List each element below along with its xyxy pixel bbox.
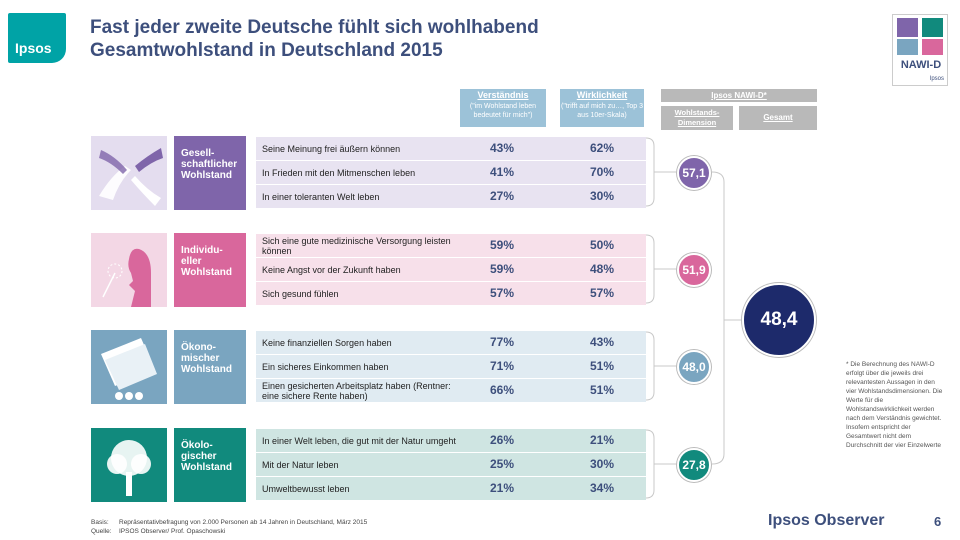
table-row: Umweltbewusst leben 21% 34% (256, 477, 646, 501)
table-row: Sich gesund fühlen 57% 57% (256, 282, 646, 306)
table-row: Seine Meinung frei äußern können 43% 62% (256, 137, 646, 161)
header-ipsos-nawi: Ipsos NAWI-D* (661, 89, 817, 102)
header-wirklichkeit: Wirklichkeit ("trifft auf mich zu…, Top … (560, 89, 644, 127)
nawi-logo: NAWI-D Ipsos (892, 14, 948, 86)
category-label: Ökolo- gischer Wohlstand (174, 428, 246, 502)
table-row: Sich eine gute medizinische Versorgung l… (256, 234, 646, 258)
illustration-money (91, 330, 167, 404)
title-line-1: Fast jeder zweite Deutsche fühlt sich wo… (90, 17, 539, 38)
dandelion-woman-icon (102, 248, 151, 307)
footnote: * Die Berechnung des NAWI-D erfolgt über… (846, 361, 943, 449)
score-gesellschaftlich: 57,1 (677, 156, 711, 190)
illustration-hands (91, 136, 167, 210)
table-row: Ein sicheres Einkommen haben 71% 51% (256, 355, 646, 379)
table-row: In einer Welt leben, die gut mit der Nat… (256, 429, 646, 453)
bracket-line (711, 171, 725, 465)
header-dimension: Wohlstands-Dimension (661, 106, 733, 130)
table-row: Keine Angst vor der Zukunft haben 59% 48% (256, 258, 646, 282)
table-row: Keine finanziellen Sorgen haben 77% 43% (256, 331, 646, 355)
title-line-2: Gesamtwohlstand in Deutschland 2015 (90, 40, 443, 61)
illustration-tree (91, 428, 167, 502)
score-individuell: 51,9 (677, 253, 711, 287)
hands-icon (99, 148, 163, 206)
table-row: Einen gesicherten Arbeitsplatz haben (Re… (256, 379, 646, 403)
table-row: In einer toleranten Welt leben 27% 30% (256, 185, 646, 209)
illustration-woman (91, 233, 167, 307)
table-row: Mit der Natur leben 25% 30% (256, 453, 646, 477)
bracket-line (645, 429, 655, 499)
page-number: 6 (934, 514, 942, 529)
ipsos-logo: Ipsos (8, 13, 66, 63)
score-oekonomisch: 48,0 (677, 350, 711, 384)
brand-label: Ipsos Observer (768, 512, 885, 529)
bracket-line (645, 331, 655, 401)
tree-icon (107, 440, 151, 496)
category-label: Ökono- mischer Wohlstand (174, 330, 246, 404)
banknotes-icon (101, 338, 157, 400)
footer-source: Basis: Repräsentativbefragung von 2.000 P… (91, 519, 368, 535)
table-row: In Frieden mit den Mitmenschen leben 41% 7… (256, 161, 646, 185)
category-label: Individu- eller Wohlstand (174, 233, 246, 307)
header-gesamt: Gesamt (739, 106, 817, 130)
bracket-line (645, 137, 655, 207)
header-verstaendnis: Verständnis ("im Wohlstand leben bedeute… (460, 89, 546, 127)
score-oekologisch: 27,8 (677, 448, 711, 482)
bracket-line (645, 234, 655, 304)
connector-lines (645, 137, 744, 499)
category-label: Gesell- schaftlicher Wohlstand (174, 136, 246, 210)
score-total: 48,4 (742, 283, 816, 357)
page-title: Fast jeder zweite Deutsche fühlt sich wo… (90, 16, 539, 62)
